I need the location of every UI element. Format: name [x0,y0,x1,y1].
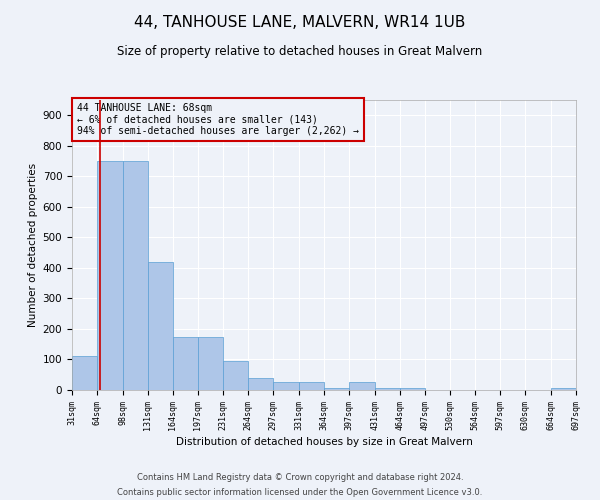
X-axis label: Distribution of detached houses by size in Great Malvern: Distribution of detached houses by size … [176,436,472,446]
Bar [197,336,223,390]
Bar [173,336,197,390]
Text: Size of property relative to detached houses in Great Malvern: Size of property relative to detached ho… [118,45,482,58]
Bar [97,161,123,390]
Text: 44 TANHOUSE LANE: 68sqm
← 6% of detached houses are smaller (143)
94% of semi-de: 44 TANHOUSE LANE: 68sqm ← 6% of detached… [77,103,359,136]
Bar [324,388,349,390]
Bar [123,161,148,390]
Bar [375,388,400,390]
Text: Contains HM Land Registry data © Crown copyright and database right 2024.: Contains HM Land Registry data © Crown c… [137,473,463,482]
Text: Contains public sector information licensed under the Open Government Licence v3: Contains public sector information licen… [118,488,482,497]
Y-axis label: Number of detached properties: Number of detached properties [28,163,38,327]
Bar [223,361,248,390]
Bar [299,382,324,390]
Bar [273,382,299,390]
Bar [400,388,425,390]
Bar [248,378,273,390]
Bar [551,388,576,390]
Text: 44, TANHOUSE LANE, MALVERN, WR14 1UB: 44, TANHOUSE LANE, MALVERN, WR14 1UB [134,15,466,30]
Bar [148,262,173,390]
Bar [72,356,97,390]
Bar [349,382,375,390]
